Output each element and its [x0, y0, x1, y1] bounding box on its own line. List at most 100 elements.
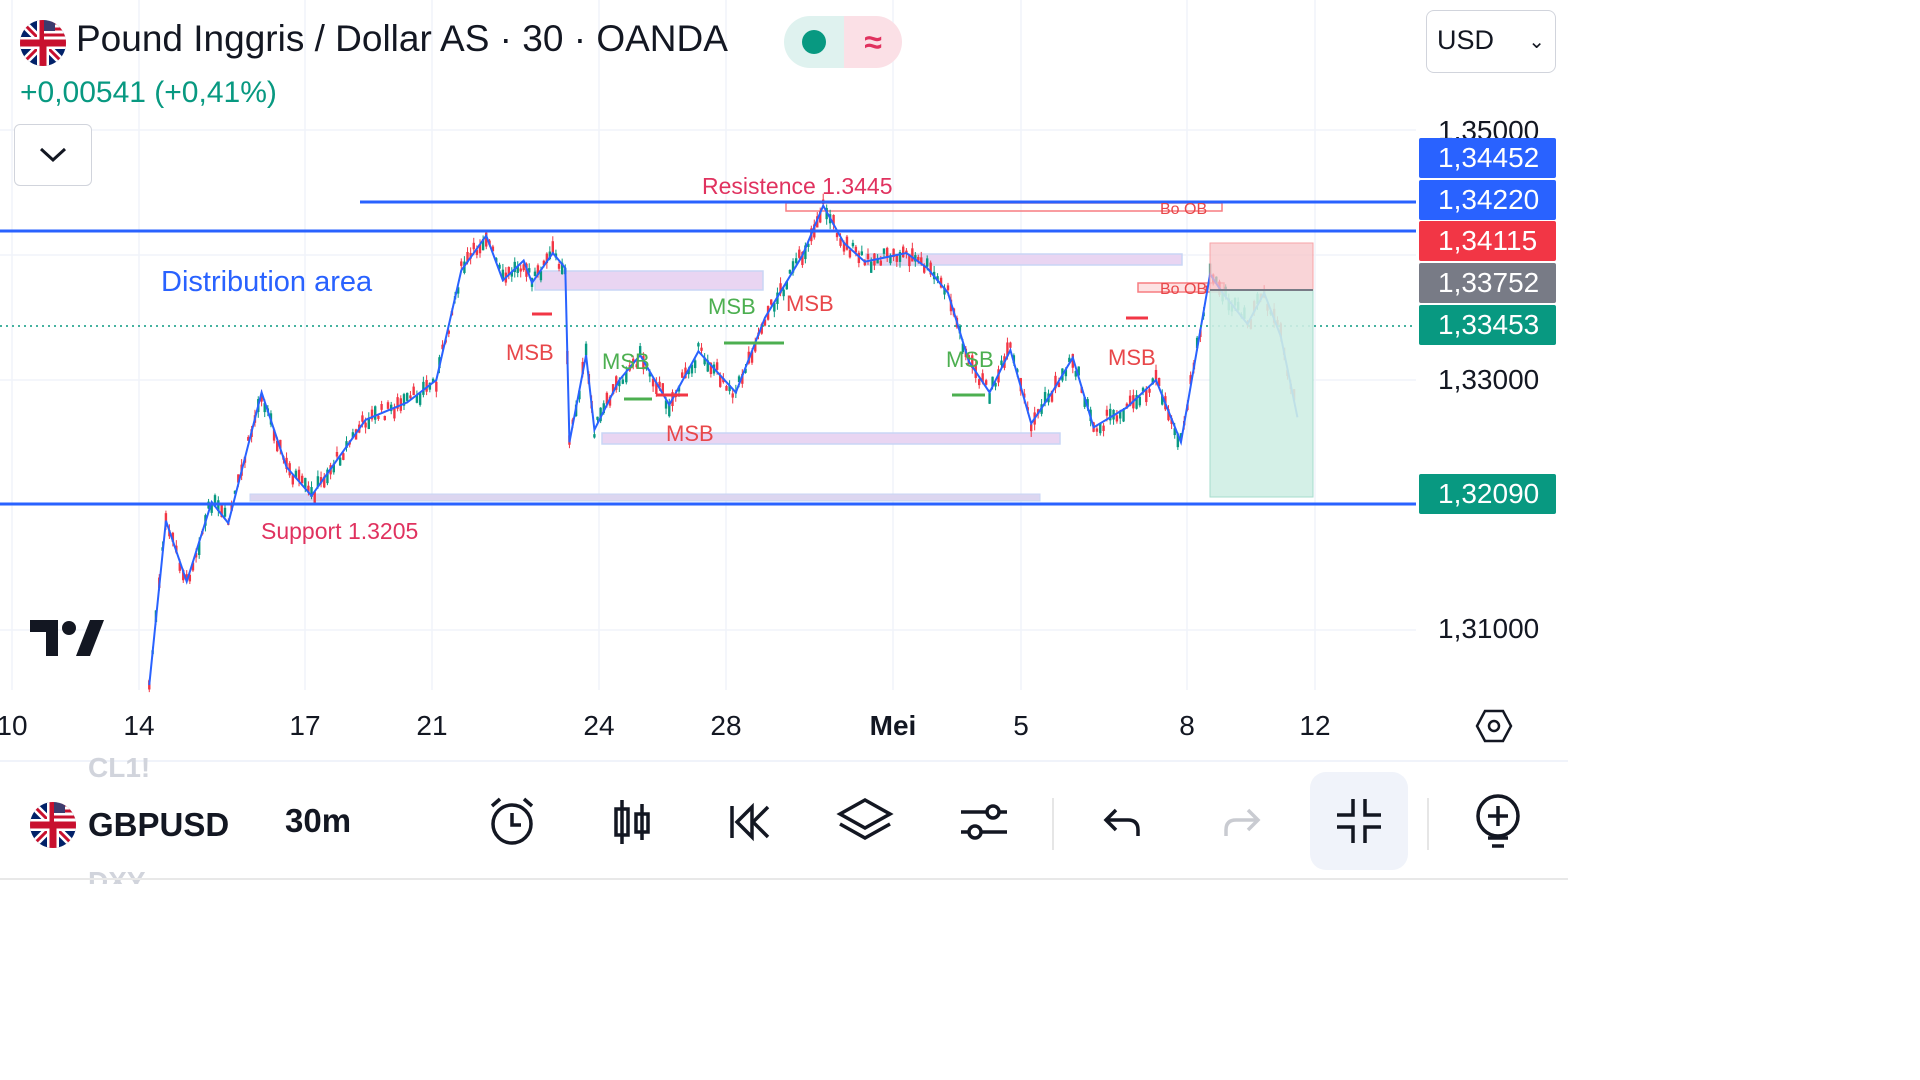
candle-body — [1179, 433, 1183, 439]
candles-icon[interactable] — [602, 792, 662, 852]
candle-body — [1157, 378, 1161, 387]
redo-icon[interactable] — [1212, 792, 1272, 852]
candle-body — [1074, 370, 1077, 377]
candle-body — [332, 463, 335, 473]
candle-body — [835, 232, 839, 238]
candle-body — [632, 358, 635, 364]
candle-body — [804, 245, 807, 260]
candle-body — [1016, 369, 1019, 373]
candle-body — [481, 239, 485, 251]
candle-body — [386, 402, 390, 409]
candle-body — [845, 236, 849, 250]
time-tick: 21 — [416, 710, 448, 741]
collapse-legend-button[interactable] — [14, 124, 92, 186]
candle-body — [198, 541, 201, 556]
candle-body — [485, 232, 488, 247]
candle-body — [364, 422, 367, 428]
candle-body — [1099, 423, 1102, 434]
candle-body — [1161, 394, 1164, 405]
msb-label: MSB — [786, 291, 834, 316]
alarm-clock-icon[interactable] — [482, 792, 542, 852]
candle-body — [1000, 360, 1003, 365]
candle-body — [832, 214, 835, 226]
candle-body — [860, 251, 864, 256]
candle-body — [447, 330, 450, 334]
candle-body — [428, 382, 432, 390]
candle-body — [310, 487, 313, 497]
hexagon-settings-icon[interactable] — [1475, 708, 1513, 749]
supply-zone — [865, 253, 1183, 266]
candle-body — [690, 364, 694, 374]
symbol-title[interactable]: Pound Inggris / Dollar AS · 30 · OANDA — [76, 18, 728, 59]
candle-body — [435, 381, 438, 392]
candle-body — [498, 264, 501, 269]
price-tag-upper-line: 1,34220 — [1419, 180, 1556, 220]
candle-body — [593, 434, 596, 438]
candle-body — [618, 380, 621, 387]
msb-label: MSB — [946, 347, 994, 372]
candle-body — [263, 403, 266, 413]
currency-select[interactable]: USD ⌄ — [1426, 10, 1556, 73]
approx-icon: ≈ — [844, 16, 902, 68]
candle-body — [1009, 342, 1012, 348]
time-tick: 5 — [1013, 710, 1029, 741]
price-tick: 1,31000 — [1438, 613, 1540, 644]
candle-body — [608, 396, 612, 406]
candle-body — [611, 384, 615, 394]
candle-body — [693, 360, 697, 369]
candle-body — [210, 504, 213, 513]
candle-body — [661, 383, 665, 395]
candle-body — [182, 570, 185, 581]
candle-body — [188, 574, 192, 582]
candle-body — [1167, 409, 1170, 421]
candle-body — [313, 491, 316, 504]
candle-body — [1119, 410, 1122, 419]
candle-body — [393, 408, 396, 419]
market-status-pill[interactable]: ≈ — [784, 16, 902, 68]
interval-button[interactable]: 30m — [285, 802, 352, 839]
chevron-down-icon: ⌄ — [1528, 31, 1545, 53]
candle-body — [536, 265, 540, 276]
add-icon[interactable] — [1468, 792, 1528, 852]
candle-body — [513, 261, 516, 273]
candle-body — [1151, 378, 1154, 385]
candle-body — [1086, 399, 1089, 408]
candle-body — [1189, 375, 1192, 385]
candle-body — [984, 380, 988, 385]
candle-body — [750, 351, 754, 363]
chart-canvas[interactable] — [0, 0, 1568, 760]
candle-body — [475, 249, 479, 255]
candle-body — [548, 251, 552, 259]
replay-icon[interactable] — [718, 792, 778, 852]
stop-loss-zone — [1209, 242, 1314, 291]
position-tool[interactable] — [1209, 242, 1314, 498]
candle-body — [994, 382, 997, 387]
candle-body — [472, 242, 475, 250]
candle-body — [908, 254, 911, 267]
toolbar-top-border — [0, 760, 1568, 762]
candle-body — [374, 406, 377, 420]
candle-body — [1154, 369, 1158, 382]
candle-body — [866, 253, 870, 260]
candle-body — [1109, 408, 1112, 421]
bottom-symbol-button[interactable]: GBPUSD — [88, 806, 230, 843]
candle-body — [961, 343, 965, 353]
candle-body — [422, 381, 425, 395]
candle-body — [1138, 396, 1142, 406]
candle-body — [441, 344, 444, 350]
candle-body — [279, 439, 282, 449]
candle-body — [760, 324, 763, 334]
candle-body — [917, 256, 920, 261]
candle-body — [510, 271, 513, 277]
indicator-settings-icon[interactable] — [954, 792, 1014, 852]
candle-body — [842, 242, 846, 252]
candle-body — [851, 242, 855, 247]
time-tick: 12 — [1299, 710, 1331, 741]
candle-body — [338, 457, 342, 466]
candle-body — [886, 247, 889, 257]
fullscreen-exit-icon[interactable] — [1310, 772, 1408, 870]
undo-icon[interactable] — [1092, 792, 1152, 852]
candle-body — [1128, 395, 1132, 406]
candle-body — [926, 258, 929, 267]
layers-icon[interactable] — [835, 792, 895, 852]
